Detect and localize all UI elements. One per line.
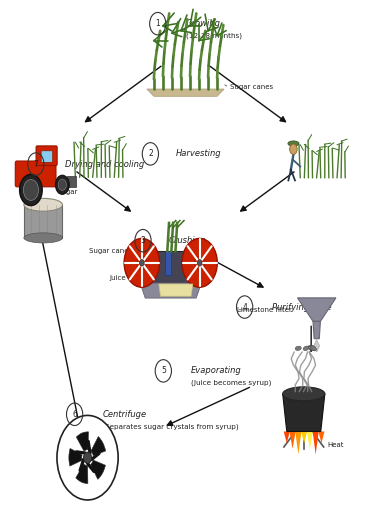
- Text: Growing: Growing: [186, 19, 220, 28]
- Ellipse shape: [24, 198, 62, 211]
- Circle shape: [197, 260, 202, 266]
- Circle shape: [23, 180, 39, 200]
- Text: Drying and cooling: Drying and cooling: [65, 160, 145, 168]
- Text: Heat: Heat: [328, 442, 344, 448]
- Ellipse shape: [295, 346, 301, 351]
- Text: 6: 6: [72, 410, 77, 419]
- Circle shape: [290, 144, 297, 155]
- Polygon shape: [284, 432, 290, 443]
- Circle shape: [83, 452, 92, 463]
- Wedge shape: [76, 464, 88, 483]
- Wedge shape: [91, 460, 105, 479]
- Polygon shape: [159, 284, 193, 296]
- Ellipse shape: [309, 346, 315, 351]
- Ellipse shape: [288, 141, 299, 146]
- Circle shape: [194, 256, 205, 270]
- Polygon shape: [307, 432, 313, 449]
- FancyBboxPatch shape: [15, 161, 56, 187]
- Text: Sugar: Sugar: [58, 189, 78, 195]
- Wedge shape: [91, 437, 106, 456]
- Text: (Separates sugar crystals from syrup): (Separates sugar crystals from syrup): [102, 423, 239, 430]
- Text: Crushing: Crushing: [169, 236, 206, 245]
- Text: 5: 5: [161, 367, 166, 375]
- Polygon shape: [318, 432, 325, 443]
- FancyBboxPatch shape: [24, 205, 62, 238]
- Polygon shape: [313, 322, 321, 339]
- Circle shape: [139, 260, 144, 266]
- Text: Harvesting: Harvesting: [176, 150, 222, 158]
- Polygon shape: [140, 283, 201, 298]
- Ellipse shape: [283, 387, 325, 401]
- Circle shape: [57, 415, 118, 500]
- Text: Juice: Juice: [110, 275, 127, 282]
- Polygon shape: [147, 89, 224, 96]
- FancyBboxPatch shape: [36, 146, 57, 165]
- Text: 1: 1: [155, 19, 160, 28]
- Polygon shape: [295, 432, 301, 455]
- Circle shape: [55, 175, 69, 195]
- Text: Centrifuge: Centrifuge: [102, 410, 147, 419]
- Text: 7: 7: [33, 160, 38, 168]
- Circle shape: [58, 179, 66, 190]
- Circle shape: [182, 239, 217, 287]
- Polygon shape: [67, 176, 76, 187]
- Circle shape: [124, 239, 160, 287]
- Circle shape: [137, 256, 147, 270]
- FancyBboxPatch shape: [152, 251, 190, 283]
- Text: Purifying juice: Purifying juice: [272, 303, 332, 312]
- Wedge shape: [76, 432, 89, 451]
- Ellipse shape: [311, 346, 316, 351]
- Circle shape: [20, 175, 42, 206]
- Text: (12-18 months): (12-18 months): [186, 33, 242, 39]
- Text: 4: 4: [242, 303, 247, 312]
- Text: (Juice becomes syrup): (Juice becomes syrup): [191, 380, 272, 387]
- Text: 3: 3: [141, 236, 145, 245]
- Polygon shape: [298, 298, 336, 322]
- Polygon shape: [289, 432, 296, 449]
- Ellipse shape: [311, 346, 316, 351]
- Polygon shape: [301, 432, 307, 443]
- Ellipse shape: [303, 346, 309, 351]
- Ellipse shape: [24, 233, 62, 243]
- Text: Evaporating: Evaporating: [191, 367, 242, 375]
- Text: Sugar canes: Sugar canes: [89, 248, 132, 254]
- Text: Limestone filter: Limestone filter: [237, 307, 292, 313]
- FancyBboxPatch shape: [41, 151, 53, 162]
- Polygon shape: [314, 340, 320, 352]
- Text: Sugar canes: Sugar canes: [230, 84, 273, 91]
- FancyBboxPatch shape: [165, 251, 171, 274]
- Polygon shape: [283, 394, 325, 432]
- Polygon shape: [313, 432, 319, 455]
- Text: 2: 2: [148, 150, 153, 158]
- Wedge shape: [69, 449, 82, 466]
